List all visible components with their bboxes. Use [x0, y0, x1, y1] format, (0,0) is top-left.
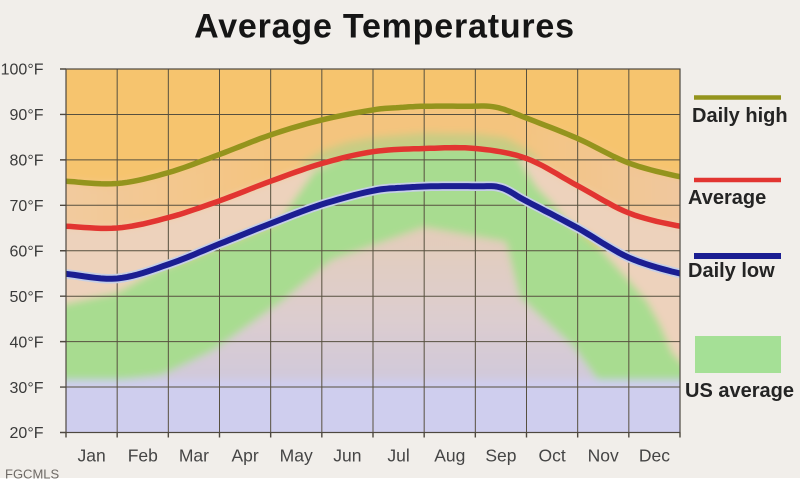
svg-text:100°F: 100°F — [1, 62, 44, 79]
svg-text:60°F: 60°F — [10, 243, 44, 260]
svg-text:Nov: Nov — [588, 446, 619, 466]
svg-text:Average: Average — [688, 187, 766, 209]
svg-text:70°F: 70°F — [10, 198, 44, 215]
svg-text:Mar: Mar — [179, 446, 209, 466]
svg-text:FGCMLS: FGCMLS — [5, 467, 60, 482]
svg-text:Dec: Dec — [639, 446, 670, 466]
svg-text:30°F: 30°F — [10, 380, 44, 397]
svg-text:May: May — [280, 446, 313, 466]
svg-text:Feb: Feb — [128, 446, 158, 466]
svg-text:40°F: 40°F — [10, 334, 44, 351]
svg-text:Average Temperatures: Average Temperatures — [194, 8, 575, 46]
svg-text:20°F: 20°F — [10, 425, 44, 442]
svg-text:Jun: Jun — [333, 446, 361, 466]
svg-text:90°F: 90°F — [10, 107, 44, 124]
svg-text:Daily low: Daily low — [688, 260, 775, 282]
svg-text:80°F: 80°F — [10, 153, 44, 170]
svg-text:Daily high: Daily high — [692, 105, 788, 127]
svg-text:50°F: 50°F — [10, 289, 44, 306]
svg-text:Jul: Jul — [387, 446, 409, 466]
svg-text:Apr: Apr — [231, 446, 258, 466]
svg-text:US average: US average — [685, 380, 794, 402]
svg-text:Oct: Oct — [538, 446, 565, 466]
svg-text:Sep: Sep — [485, 446, 516, 466]
svg-text:Jan: Jan — [77, 446, 105, 466]
svg-text:Aug: Aug — [434, 446, 465, 466]
